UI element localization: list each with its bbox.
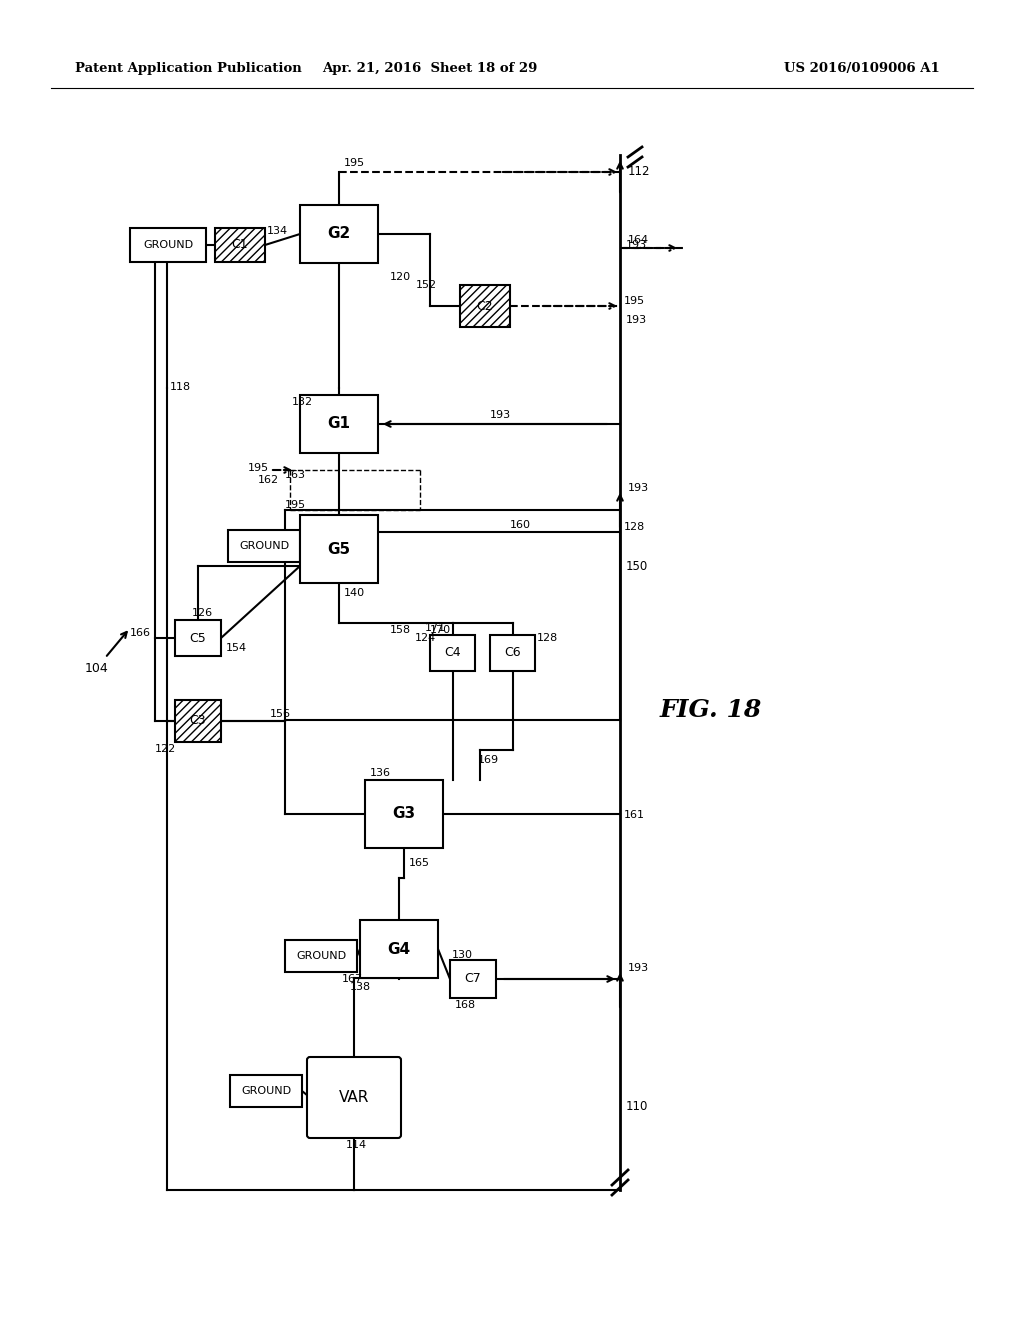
Bar <box>300 205 378 263</box>
Text: 193: 193 <box>626 315 647 325</box>
Text: Apr. 21, 2016  Sheet 18 of 29: Apr. 21, 2016 Sheet 18 of 29 <box>323 62 538 75</box>
Bar <box>175 700 221 742</box>
FancyBboxPatch shape <box>307 1057 401 1138</box>
Text: 154: 154 <box>226 643 247 653</box>
Text: 160: 160 <box>510 520 531 531</box>
Text: 128: 128 <box>624 521 645 532</box>
Text: 158: 158 <box>390 624 411 635</box>
Text: 195: 195 <box>248 463 269 473</box>
Text: GROUND: GROUND <box>241 1086 291 1096</box>
Text: 169: 169 <box>478 755 499 766</box>
Text: 164: 164 <box>628 235 649 246</box>
Bar <box>175 700 221 742</box>
Text: 193: 193 <box>626 240 647 249</box>
Text: G5: G5 <box>328 541 350 557</box>
Bar <box>175 620 221 656</box>
Text: 130: 130 <box>452 950 473 960</box>
Text: C6: C6 <box>504 647 521 660</box>
Text: 168: 168 <box>455 1001 476 1010</box>
Text: 132: 132 <box>292 397 313 407</box>
Text: 165: 165 <box>409 858 430 869</box>
Text: 112: 112 <box>628 165 650 178</box>
Text: 162: 162 <box>258 475 280 484</box>
Text: VAR: VAR <box>339 1090 370 1105</box>
Text: Patent Application Publication: Patent Application Publication <box>75 62 302 75</box>
Text: G4: G4 <box>387 941 411 957</box>
Bar <box>130 228 206 261</box>
Bar <box>300 515 378 583</box>
Bar <box>215 228 265 261</box>
Text: C1: C1 <box>231 239 248 252</box>
Text: 104: 104 <box>85 663 109 675</box>
Text: 156: 156 <box>270 709 291 719</box>
Text: C4: C4 <box>444 647 461 660</box>
Text: 120: 120 <box>390 272 411 282</box>
Text: 150: 150 <box>626 560 648 573</box>
Bar <box>490 635 535 671</box>
Text: 118: 118 <box>170 381 191 392</box>
Text: 163: 163 <box>285 470 306 480</box>
Bar <box>430 635 475 671</box>
Bar <box>365 780 443 847</box>
Text: 126: 126 <box>193 609 213 618</box>
Bar <box>215 228 265 261</box>
Bar <box>460 285 510 327</box>
Text: 124: 124 <box>415 634 436 643</box>
Text: 167: 167 <box>342 974 364 983</box>
Text: 128: 128 <box>537 634 558 643</box>
Text: 166: 166 <box>130 628 151 638</box>
Text: G3: G3 <box>392 807 416 821</box>
Text: 152: 152 <box>416 280 437 290</box>
Bar <box>230 1074 302 1107</box>
Text: G1: G1 <box>328 417 350 432</box>
Text: 171: 171 <box>425 623 446 634</box>
Text: GROUND: GROUND <box>239 541 289 550</box>
Text: 193: 193 <box>628 483 649 492</box>
Text: GROUND: GROUND <box>296 950 346 961</box>
Text: 110: 110 <box>626 1100 648 1113</box>
Text: 114: 114 <box>346 1140 368 1150</box>
Text: 195: 195 <box>624 296 645 306</box>
Text: 134: 134 <box>267 226 288 236</box>
Text: C7: C7 <box>465 973 481 986</box>
Text: 136: 136 <box>370 768 391 777</box>
Text: C5: C5 <box>189 631 207 644</box>
Bar <box>460 285 510 327</box>
Text: 195: 195 <box>285 500 306 510</box>
Bar <box>450 960 496 998</box>
Text: FIG. 18: FIG. 18 <box>660 698 762 722</box>
Text: 193: 193 <box>490 411 511 420</box>
Text: 138: 138 <box>350 982 371 993</box>
Bar <box>300 395 378 453</box>
Text: 140: 140 <box>344 587 366 598</box>
Text: 122: 122 <box>155 744 176 754</box>
Text: GROUND: GROUND <box>143 240 194 249</box>
Text: G2: G2 <box>328 227 350 242</box>
Bar <box>285 940 357 972</box>
Text: US 2016/0109006 A1: US 2016/0109006 A1 <box>784 62 940 75</box>
Text: 195: 195 <box>344 158 366 168</box>
Text: C3: C3 <box>189 714 206 727</box>
Text: C2: C2 <box>477 300 494 313</box>
Text: 161: 161 <box>624 810 645 820</box>
Bar <box>228 531 300 562</box>
Text: 193: 193 <box>628 964 649 973</box>
Text: 170: 170 <box>430 624 452 635</box>
Bar <box>360 920 438 978</box>
